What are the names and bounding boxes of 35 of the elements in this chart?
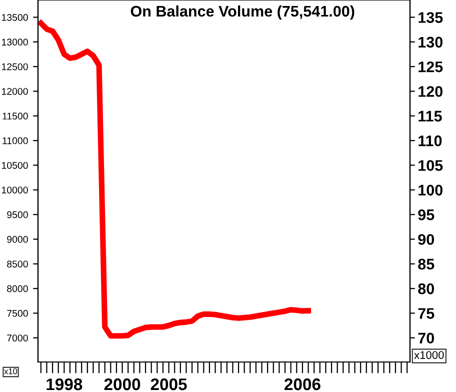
y2-tick-label: 120: [418, 86, 443, 97]
x-tick-label: 1998: [46, 378, 82, 390]
y-tick-label: 10500: [2, 162, 28, 169]
x-tick-label: 2005: [150, 378, 187, 390]
y2-tick-label: 110: [418, 135, 442, 146]
y-tick-label: 13000: [2, 38, 28, 46]
y-tick-label: 10000: [2, 186, 28, 194]
x-tick-label: 2000: [104, 378, 140, 390]
y-tick-label: 11500: [2, 112, 28, 120]
y-tick-label: 7500: [7, 310, 28, 317]
y2-tick-label: 105: [418, 160, 443, 171]
y-tick-label: 7000: [7, 334, 28, 342]
y-tick-label: 9500: [7, 211, 28, 218]
y2-tick-label: 90: [418, 234, 434, 245]
y2-tick-label: 135: [418, 12, 443, 23]
y2-tick-label: 80: [418, 283, 434, 294]
y-tick-label: 8500: [7, 260, 28, 268]
y2-tick-label: 130: [418, 36, 443, 48]
text: x1000: [414, 351, 444, 359]
y2-tick-label: 125: [418, 61, 443, 72]
y-tick-label: 9000: [7, 236, 28, 243]
y2-tick-label: 70: [418, 332, 434, 344]
y-tick-label: 8000: [7, 285, 28, 292]
y2-tick-label: 100: [418, 184, 443, 196]
x-tick-label: 2006: [284, 378, 320, 390]
y2-tick-label: 75: [418, 308, 434, 319]
chart-title: On Balance Volume (75,541.00): [130, 5, 354, 20]
y2-tick-label: 115: [418, 110, 442, 122]
y2-tick-label: 85: [418, 258, 434, 270]
y-tick-label: 12000: [2, 88, 28, 95]
y-tick-label: 13500: [2, 14, 28, 21]
text: x10: [4, 368, 18, 374]
y-tick-label: 12500: [2, 63, 28, 70]
y-tick-label: 11000: [2, 137, 28, 144]
y2-tick-label: 95: [418, 209, 434, 220]
